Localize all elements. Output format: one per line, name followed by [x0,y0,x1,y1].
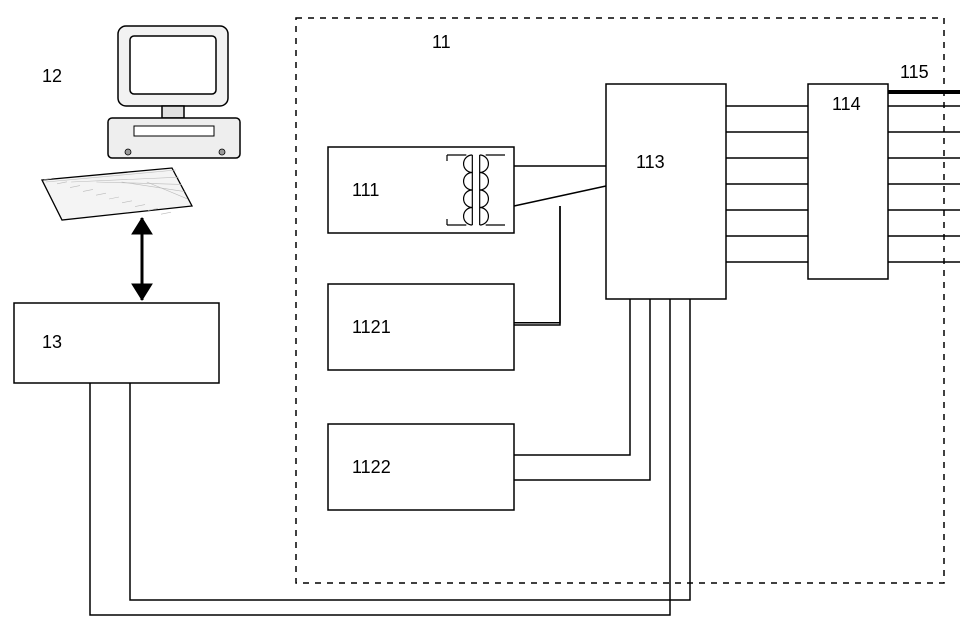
label-13: 13 [42,332,62,352]
label-111: 111 [352,180,379,200]
label-1121: 1121 [352,317,391,337]
label-11: 11 [432,32,451,52]
label-113: 113 [636,152,665,172]
label-1122: 1122 [352,457,391,477]
label-114: 114 [832,94,861,114]
label-12: 12 [42,66,62,86]
label-115: 115 [900,62,929,82]
